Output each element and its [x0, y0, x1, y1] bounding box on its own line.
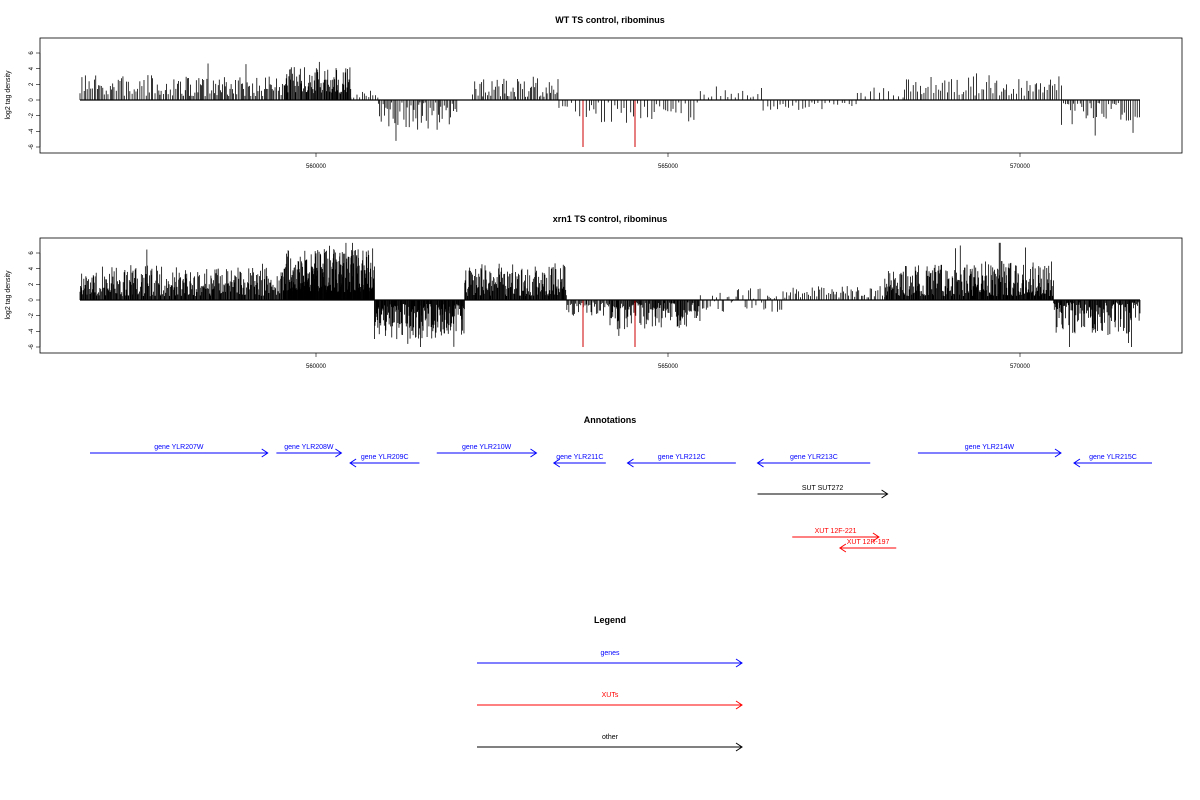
feature-label: XUT 12R-197 [847, 539, 890, 546]
legend-label: other [602, 734, 619, 741]
annotations-track: Annotations gene YLR207W gene YLR208Wgene… [90, 415, 1152, 553]
annotation-feature: gene YLR214W [917, 444, 1062, 458]
feature-label: SUT SUT272 [802, 485, 844, 492]
wt-density-panel: WT TS control, ribominus log2 tag densit… [5, 15, 1183, 170]
feature-label: XUT 12F-221 [815, 528, 857, 535]
legend: Legend genes XUTs other [477, 615, 743, 752]
annotation-feature: gene YLR212C [626, 454, 736, 468]
legend-label: genes [600, 650, 620, 657]
annotation-feature: SUT SUT272 [757, 485, 889, 499]
y-tick-label: 4 [29, 66, 35, 70]
feature-label: gene YLR209C [361, 454, 409, 461]
arrow-head-icon [335, 448, 343, 458]
arrow-head-icon [756, 458, 764, 468]
feature-label: gene YLR210W [462, 444, 512, 451]
arrow-head-icon [881, 489, 889, 499]
x-tick-label: 565000 [658, 364, 679, 370]
y-tick-label: -6 [29, 344, 35, 350]
legend-title: Legend [594, 615, 626, 625]
arrow-head-icon [735, 700, 743, 710]
x-ticks: 560000 565000 570000 [306, 353, 1031, 370]
annotation-feature: gene YLR207W [90, 444, 269, 458]
xrn1-density-panel: xrn1 TS control, ribominus log2 tag dens… [5, 214, 1183, 370]
annotation-feature: XUT 12F-221 [792, 528, 880, 542]
y-axis-label: log2 tag density [5, 70, 12, 120]
x-tick-label: 570000 [1010, 364, 1031, 370]
arrow-head-icon [735, 658, 743, 668]
y-tick-label: 2 [29, 282, 35, 286]
y-tick-label: -6 [29, 144, 35, 150]
annotations-title: Annotations [584, 415, 637, 425]
annotation-feature: gene YLR210W [436, 444, 538, 458]
y-tick-label: 2 [29, 82, 35, 86]
density-bars [79, 242, 1141, 347]
arrow-head-icon [1054, 448, 1062, 458]
y-axis-label: log2 tag density [5, 270, 12, 320]
annotation-feature: gene YLR215C [1073, 454, 1152, 468]
x-tick-label: 570000 [1010, 164, 1031, 170]
annotation-feature: gene YLR213C [756, 454, 871, 468]
x-tick-label: 565000 [658, 164, 679, 170]
panel-title: xrn1 TS control, ribominus [553, 214, 668, 224]
y-tick-label: 6 [29, 251, 35, 255]
arrow-head-icon [626, 458, 634, 468]
arrow-head-icon [839, 543, 847, 553]
legend-item: other [477, 734, 743, 752]
x-tick-label: 560000 [306, 364, 327, 370]
annotation-feature: XUT 12R-197 [839, 539, 897, 553]
legend-items: genes XUTs other [477, 650, 743, 752]
feature-label: gene YLR208W [284, 444, 334, 451]
annotation-feature: gene YLR211C [552, 454, 606, 468]
density-bars [79, 61, 1140, 147]
x-tick-label: 560000 [306, 164, 327, 170]
arrow-head-icon [261, 448, 269, 458]
arrow-head-icon [1073, 458, 1081, 468]
feature-label: gene YLR213C [790, 454, 838, 461]
arrow-head-icon [530, 448, 538, 458]
annotation-feature: gene YLR208W [276, 444, 343, 458]
y-tick-label: 4 [29, 266, 35, 270]
y-ticks: -6 -4 -2 0 2 4 6 [29, 251, 41, 350]
y-tick-label: 0 [29, 298, 35, 302]
feature-label: gene YLR214W [965, 444, 1015, 451]
legend-item: XUTs [477, 692, 743, 710]
y-tick-label: -2 [29, 312, 35, 318]
annotation-feature: gene YLR209C [349, 454, 420, 468]
arrow-head-icon [872, 532, 880, 542]
panel-title: WT TS control, ribominus [555, 15, 665, 25]
y-tick-label: 0 [29, 98, 35, 102]
arrow-head-icon [735, 742, 743, 752]
x-ticks: 560000 565000 570000 [306, 153, 1031, 170]
y-tick-label: -4 [29, 328, 35, 334]
y-tick-label: -4 [29, 128, 35, 134]
y-tick-label: -2 [29, 112, 35, 118]
y-ticks: -6 -4 -2 0 2 4 6 [29, 51, 41, 150]
feature-label: gene YLR207W [154, 444, 204, 451]
feature-label: gene YLR215C [1089, 454, 1137, 461]
feature-label: gene YLR212C [658, 454, 706, 461]
y-tick-label: 6 [29, 51, 35, 55]
arrow-head-icon [349, 458, 357, 468]
legend-item: genes [477, 650, 743, 668]
arrow-head-icon [552, 458, 561, 468]
feature-label: gene YLR211C [556, 454, 603, 461]
plot-frame [39, 37, 1183, 154]
annotation-features: gene YLR207W gene YLR208W gene YLR209C gene… [90, 444, 1152, 553]
legend-label: XUTs [602, 692, 619, 699]
